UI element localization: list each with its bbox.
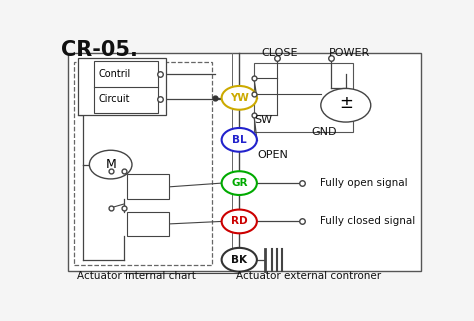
Circle shape [222, 128, 257, 152]
Text: ±: ± [339, 94, 353, 112]
Text: BK: BK [231, 255, 247, 265]
Text: LS.2: LS.2 [138, 219, 159, 229]
Bar [78, 58, 166, 115]
Text: CLOSE: CLOSE [261, 48, 298, 58]
Text: Fully closed signal: Fully closed signal [320, 216, 415, 226]
Circle shape [222, 248, 257, 272]
Bar [127, 212, 169, 236]
Text: Circuit: Circuit [99, 94, 130, 104]
Bar [94, 61, 158, 113]
Bar [74, 62, 212, 265]
Circle shape [222, 86, 257, 110]
Text: GR: GR [231, 178, 247, 188]
Text: M: M [105, 158, 116, 171]
Circle shape [321, 89, 371, 122]
Bar [254, 63, 353, 133]
Text: Actuator external controner: Actuator external controner [237, 271, 382, 281]
Text: SW: SW [254, 115, 272, 125]
Bar [127, 175, 169, 199]
Text: CR-05.: CR-05. [61, 40, 138, 60]
Text: Fully open signal: Fully open signal [320, 178, 408, 188]
Text: YW: YW [230, 93, 249, 103]
Circle shape [222, 171, 257, 195]
Text: RD: RD [231, 216, 247, 226]
Circle shape [222, 210, 257, 233]
Circle shape [90, 150, 132, 179]
Text: GND: GND [311, 127, 337, 137]
Text: OPEN: OPEN [258, 150, 289, 160]
Text: POWER: POWER [329, 48, 370, 58]
Bar [68, 53, 421, 271]
Text: Contril: Contril [98, 69, 130, 79]
Text: Actuator internal chart: Actuator internal chart [77, 271, 196, 281]
Text: BL: BL [232, 135, 246, 145]
Text: LS.1: LS.1 [138, 182, 159, 192]
